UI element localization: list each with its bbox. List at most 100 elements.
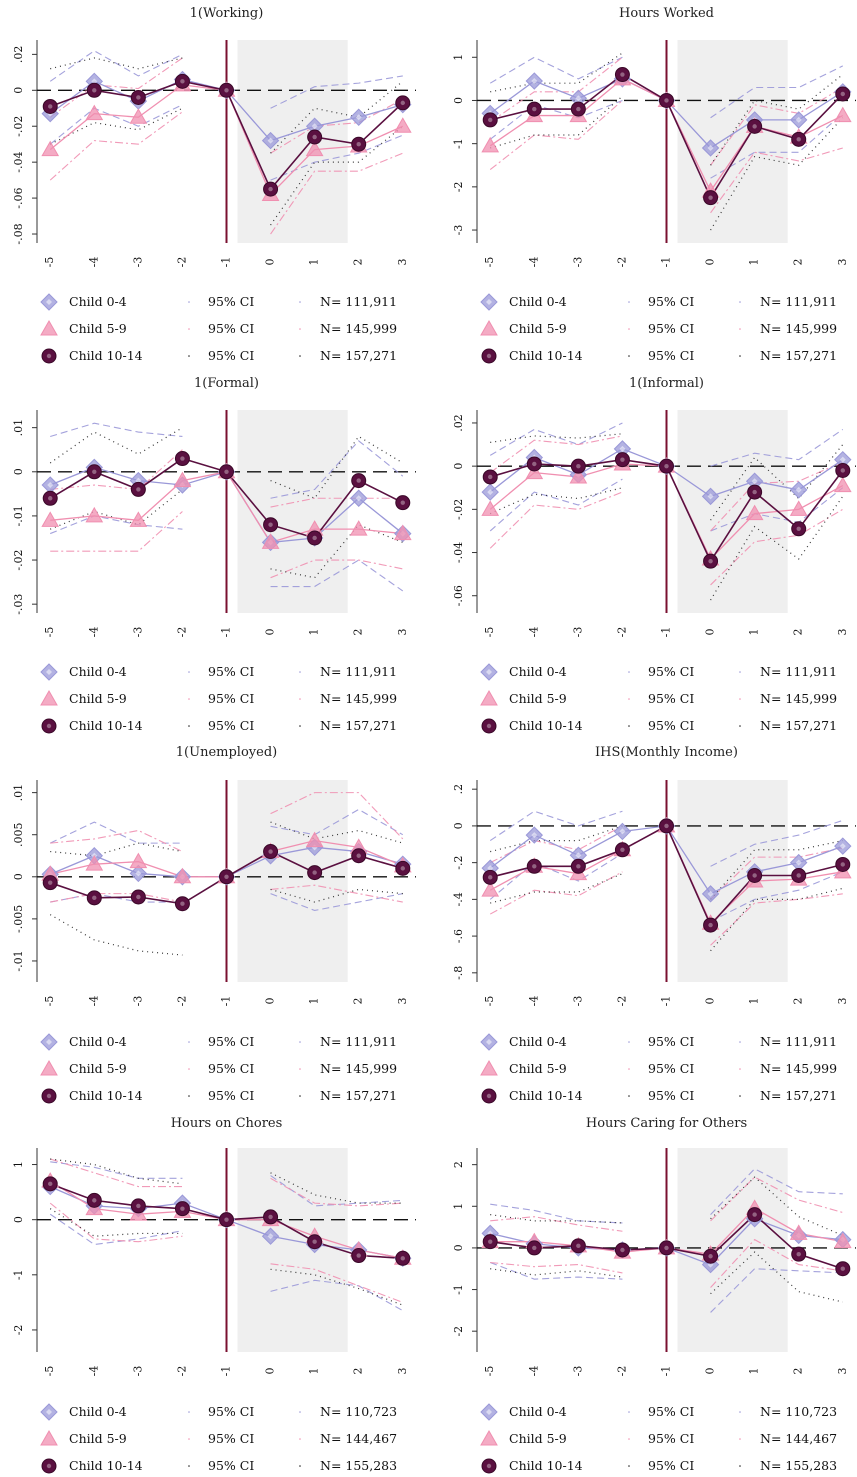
ci-line-series-2 — [710, 508, 844, 586]
ci-line-series-1 — [489, 852, 623, 900]
chart-panel-3: 1(Formal) .01 0 -.01 -.02 -.03 -5 -4 -3 -2 -1 0 1 2 3 C… — [12, 376, 416, 734]
ci-line-series-2 — [270, 884, 403, 903]
data-point-series-2 — [393, 524, 412, 541]
data-point-series-2 — [129, 852, 148, 869]
legend-n-label: N= 155,283 — [760, 1458, 837, 1473]
legend-ci-label: 95% CI — [648, 321, 694, 336]
legend-n-marker — [299, 1041, 301, 1043]
legend-n-marker — [739, 725, 741, 727]
ci-line-series-2 — [270, 152, 403, 235]
ci-line-series-3 — [489, 487, 623, 515]
legend-n-label: N= 157,271 — [320, 1088, 397, 1103]
data-point-series-1-center — [355, 495, 362, 502]
x-tick-label: 1 — [748, 998, 761, 1005]
data-point-series-1-center — [575, 852, 582, 859]
x-tick-label: -3 — [571, 257, 584, 268]
y-tick-label: -.04 — [12, 152, 25, 173]
y-tick-label: 0 — [452, 822, 465, 829]
y-tick-label: -.04 — [452, 542, 465, 563]
data-point-series-3 — [174, 896, 190, 912]
ci-line-series-1 — [490, 1261, 623, 1280]
data-point-series-3 — [219, 82, 234, 98]
legend-marker-center — [46, 353, 52, 359]
data-point-series-3-center — [796, 526, 801, 531]
data-point-series-2 — [261, 533, 280, 549]
x-tick-label: 0 — [704, 629, 717, 636]
legend-marker — [481, 718, 497, 734]
ci-line-series-3 — [710, 74, 844, 166]
y-tick-label: -.01 — [12, 950, 25, 971]
legend-marker — [481, 1458, 497, 1474]
x-tick-label: -4 — [87, 627, 100, 638]
x-tick-label: -3 — [571, 996, 584, 1007]
legend-marker-center — [46, 1463, 52, 1469]
data-point-series-3-center — [708, 558, 713, 564]
legend: Child 0-4 95% CI N= 110,723 Child 5-9 95% CI… — [480, 1403, 837, 1474]
data-point-series-1-center — [619, 445, 626, 452]
data-point-series-3 — [395, 95, 411, 111]
data-point-series-3-center — [488, 117, 493, 123]
legend-ci-marker — [188, 1465, 190, 1467]
legend-ci-label: 95% CI — [648, 1404, 694, 1419]
data-point-series-3 — [395, 1250, 411, 1266]
data-point-series-1-center — [91, 78, 98, 85]
legend-series-label: Child 0-4 — [509, 1034, 567, 1049]
ci-line-series-1 — [490, 1203, 623, 1224]
legend-ci-marker — [628, 301, 630, 303]
y-tick-label: -.06 — [452, 585, 465, 606]
data-point-series-3-center — [92, 88, 97, 93]
y-tick-label: .01 — [12, 419, 25, 437]
data-point-series-3-center — [92, 469, 97, 474]
legend-n-label: N= 157,271 — [760, 718, 837, 733]
y-tick-label: -.02 — [452, 499, 465, 520]
data-point-series-3-center — [92, 1198, 97, 1203]
data-point-series-1-center — [707, 493, 714, 500]
y-tick-label: 1 — [452, 54, 465, 61]
y-tick-label: -.2 — [452, 856, 465, 870]
data-point-series-3 — [395, 860, 411, 876]
ci-line-series-3 — [490, 825, 623, 853]
data-point-series-2 — [525, 463, 544, 480]
data-point-series-3 — [86, 82, 102, 98]
legend-ci-label: 95% CI — [208, 1458, 254, 1473]
legend-series-label: Child 10-14 — [69, 348, 143, 363]
data-point-series-1-center — [795, 116, 802, 123]
legend-ci-marker — [188, 328, 190, 330]
ci-line-series-2 — [489, 435, 623, 474]
data-point-series-3-center — [268, 186, 273, 192]
y-tick-label: -.06 — [12, 187, 25, 208]
data-point-series-3 — [747, 1207, 763, 1223]
data-point-series-3 — [791, 131, 807, 147]
data-point-series-3-center — [136, 95, 141, 100]
y-tick-label: -1 — [452, 138, 465, 149]
data-point-series-1-center — [311, 123, 318, 130]
data-point-series-3-center — [840, 468, 845, 473]
x-tick-label: 0 — [704, 1368, 717, 1375]
data-point-series-3 — [42, 490, 58, 506]
data-point-series-3-center — [752, 873, 757, 878]
ci-line-series-1 — [710, 819, 843, 867]
legend-ci-marker — [628, 1438, 630, 1440]
legend-marker — [41, 718, 57, 734]
data-point-series-3-center — [48, 496, 53, 501]
x-tick-label: -2 — [615, 627, 628, 638]
data-point-series-3-center — [224, 88, 229, 93]
chart-panel-4: 1(Informal) .02 0 -.02 -.04 -.06 -5 -4 -3 -2 -1 0 1 2… — [452, 376, 856, 734]
data-point-series-3-center — [356, 1253, 361, 1258]
x-tick-label: 3 — [836, 998, 849, 1005]
data-point-series-3-center — [620, 457, 625, 462]
ci-line-series-2 — [489, 491, 623, 549]
data-point-series-2 — [173, 471, 192, 488]
data-point-series-1-center — [839, 843, 846, 850]
ci-line-series-2 — [489, 100, 623, 171]
data-point-series-1-center — [135, 870, 142, 877]
legend-ci-marker — [628, 1095, 630, 1097]
legend: Child 0-4 95% CI N= 111,911 Child 5-9 95% CI… — [40, 1033, 397, 1104]
chart-title: Hours Worked — [619, 6, 714, 21]
y-tick-label: .01 — [12, 784, 25, 802]
data-point-series-3-center — [268, 849, 273, 854]
legend-ci-marker — [188, 1438, 190, 1440]
x-tick-label: -5 — [43, 627, 56, 638]
data-point-series-3 — [791, 1246, 807, 1262]
ci-line-series-1 — [270, 440, 404, 499]
